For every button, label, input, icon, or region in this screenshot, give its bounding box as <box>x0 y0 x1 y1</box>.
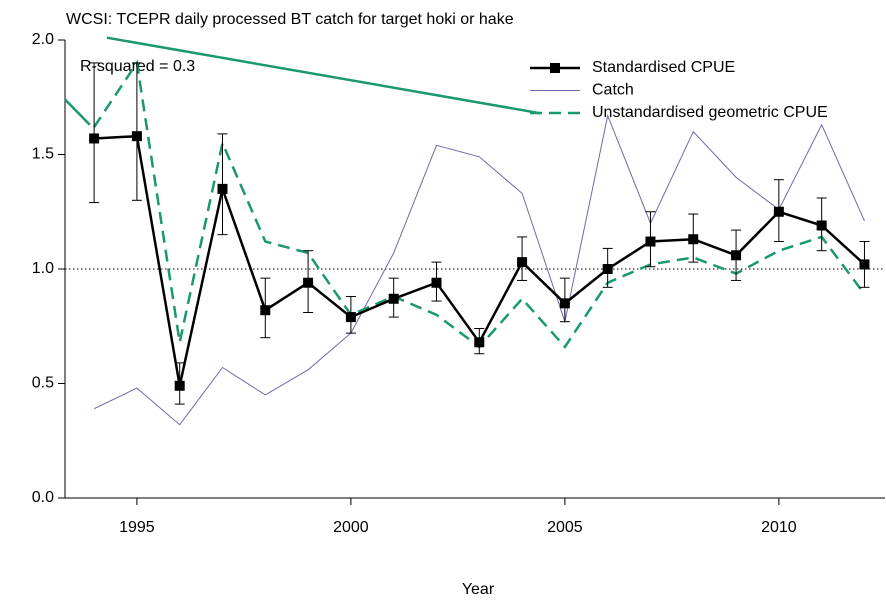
series-line <box>93 113 865 426</box>
legend-label: Catch <box>592 82 634 99</box>
x-tick-label: 2005 <box>547 519 583 536</box>
legend-label: Unstandardised geometric CPUE <box>592 104 828 121</box>
marker <box>816 220 827 231</box>
y-tick-label: 1.5 <box>32 146 54 163</box>
legend-label: Standardised CPUE <box>592 59 735 76</box>
legend-marker <box>550 63 560 73</box>
marker <box>731 250 742 261</box>
x-axis-label: Year <box>462 581 495 598</box>
y-tick-label: 0.0 <box>32 489 54 506</box>
marker <box>388 293 399 304</box>
marker <box>645 236 656 247</box>
marker <box>89 133 100 144</box>
marker <box>260 305 271 316</box>
marker <box>859 259 870 270</box>
marker <box>431 277 442 288</box>
trend-line <box>106 36 541 115</box>
trend-line <box>64 98 91 126</box>
marker <box>174 380 185 391</box>
y-tick-label: 0.5 <box>32 375 54 392</box>
marker <box>688 234 699 245</box>
marker <box>131 131 142 142</box>
chart-title: WCSI: TCEPR daily processed BT catch for… <box>66 11 514 28</box>
marker <box>345 312 356 323</box>
marker <box>602 264 613 274</box>
y-tick-label: 1.0 <box>32 260 54 277</box>
y-tick-label: 2.0 <box>32 31 54 48</box>
marker <box>517 257 528 268</box>
marker <box>217 183 228 194</box>
marker <box>773 206 784 217</box>
x-tick-label: 2010 <box>761 519 797 536</box>
marker <box>474 337 485 348</box>
marker <box>303 277 314 288</box>
error-bar <box>89 62 100 204</box>
x-tick-label: 2000 <box>333 519 369 536</box>
x-tick-label: 1995 <box>119 519 155 536</box>
marker <box>559 298 570 309</box>
